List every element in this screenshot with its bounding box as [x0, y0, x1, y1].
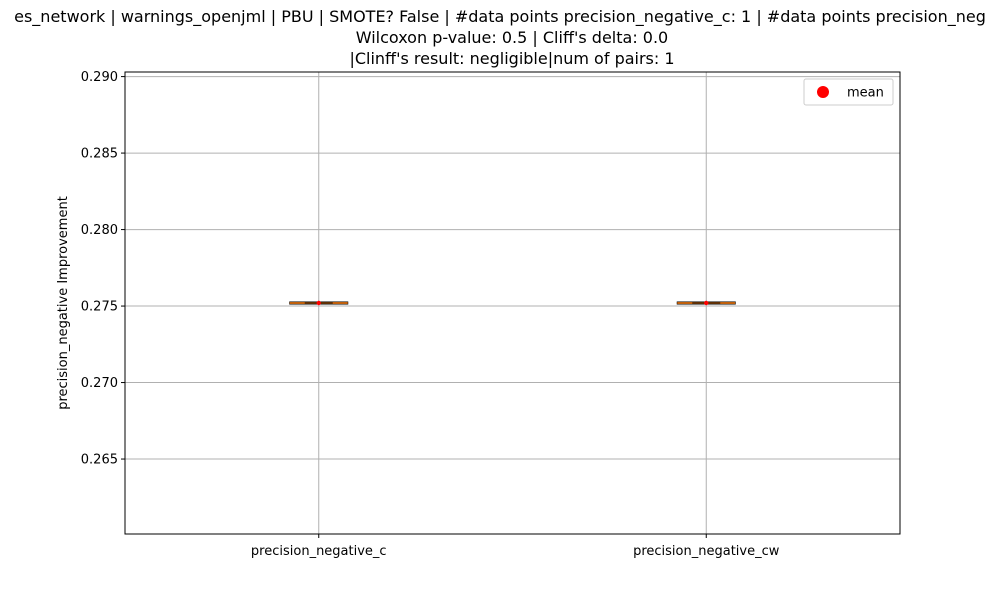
y-tick-label: 0.285 — [81, 147, 118, 162]
y-tick-label: 0.265 — [81, 453, 118, 468]
box-plots — [289, 300, 736, 306]
chart-title-line-2: Wilcoxon p-value: 0.5 | Cliff's delta: 0… — [356, 28, 668, 47]
chart-title-line-1: es_network | warnings_openjml | PBU | SM… — [14, 7, 986, 27]
legend-mean-label: mean — [847, 86, 884, 101]
legend: mean — [803, 78, 894, 106]
legend-mean-marker — [817, 86, 829, 98]
y-tick-label: 0.290 — [81, 70, 118, 85]
x-tick-label: precision_negative_c — [251, 544, 387, 559]
mean-point-precision_negative_cw — [704, 300, 709, 306]
x-tick-label: precision_negative_cw — [633, 544, 780, 559]
y-tick-label: 0.280 — [81, 223, 118, 238]
y-tick-label: 0.270 — [81, 376, 118, 391]
y-axis-label: precision_negative Improvement — [56, 196, 71, 410]
plot-area-frame — [124, 71, 901, 535]
chart-title-line-3: |Clinff's result: negligible|num of pair… — [349, 49, 674, 68]
grid — [125, 72, 900, 534]
legend-frame — [803, 78, 894, 106]
mean-point-precision_negative_c — [316, 300, 321, 306]
y-axis-ticks: 0.265 0.270 0.275 0.280 0.285 0.290 — [81, 70, 125, 468]
y-tick-label: 0.275 — [81, 300, 118, 315]
x-axis-ticks: precision_negative_c precision_negative_c… — [251, 534, 780, 559]
